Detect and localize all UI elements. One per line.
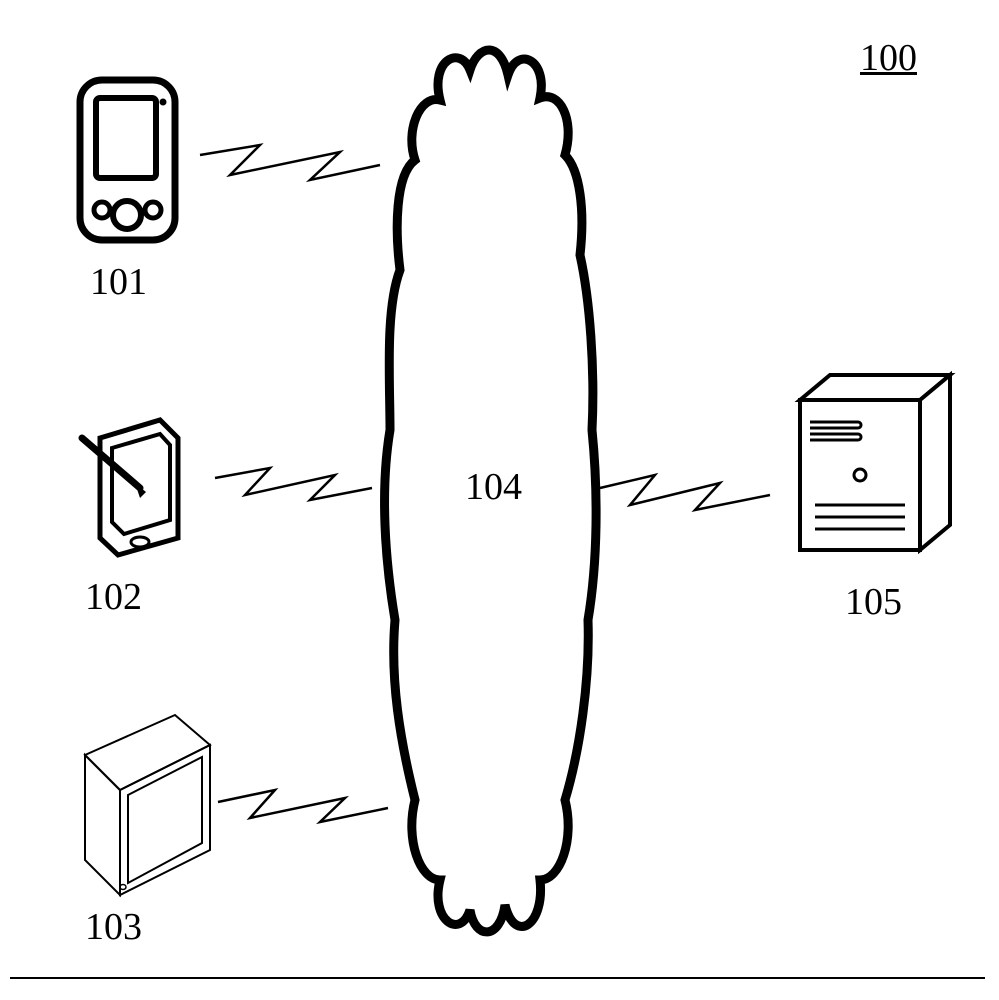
system-reference-label: 100 [860,36,917,80]
node-label-102: 102 [85,575,142,619]
node-label-105: 105 [845,580,902,624]
node-label-103: 103 [85,905,142,949]
wireless-link-102-104 [215,468,372,500]
node-label-104: 104 [465,465,522,509]
phone-stylus-device [82,420,178,555]
node-label-101: 101 [90,260,147,304]
pda-device [80,80,175,240]
tablet-device [85,715,210,895]
server-device [800,375,950,550]
wireless-link-101-104 [200,145,380,180]
wireless-link-104-105 [600,475,770,510]
wireless-link-103-104 [218,790,388,822]
